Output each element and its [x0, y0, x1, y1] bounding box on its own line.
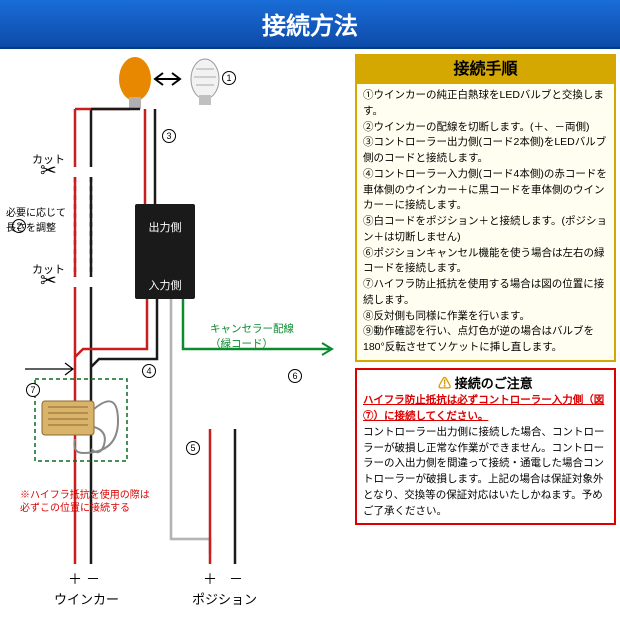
canceller-label: キャンセラー配線 （緑コード） [210, 321, 294, 351]
warning-body: コントローラー出力側に接続した場合、コントローラーが破損し正常な作業ができません… [363, 425, 608, 520]
step-5: ⑤白コードをポジション＋と接続します。(ポジション＋は切断しません) [363, 214, 608, 246]
num-6: 6 [288, 369, 302, 383]
controller-output-label: 出力側 [135, 219, 195, 235]
controller-box: 出力側 入力側 [135, 204, 195, 299]
instruction-box: 接続手順 ①ウインカーの純正白熱球をLEDバルブと交換します。 ②ウインカーの配… [355, 54, 616, 362]
resistor-note: ※ハイフラ抵抗を使用の際は 必ずこの位置に接続する [20, 489, 150, 515]
instruction-title: 接続手順 [357, 56, 614, 84]
page-title: 接続方法 [0, 0, 620, 49]
content-body: ✂ ✂ [0, 49, 620, 624]
instruction-panel: 接続手順 ①ウインカーの純正白熱球をLEDバルブと交換します。 ②ウインカーの配… [355, 49, 620, 624]
step-4: ④コントローラー入力側(コード4本側)の赤コードを車体側のウインカー＋に黒コード… [363, 167, 608, 214]
winker-plus: ＋ [68, 569, 82, 589]
step-7: ⑦ハイフラ防止抵抗を使用する場合は図の位置に接続します。 [363, 277, 608, 309]
warning-red: ハイフラ防止抵抗は必ずコントローラー入力側（図⑦）に接続してください。 [363, 393, 608, 425]
num-4: 4 [142, 364, 156, 378]
step-1: ①ウインカーの純正白熱球をLEDバルブと交換します。 [363, 88, 608, 120]
cut-label-2: カット [32, 261, 65, 277]
cut-label-1: カット [32, 151, 65, 167]
wiring-diagram: ✂ ✂ [0, 49, 355, 624]
step-2: ②ウインカーの配線を切断します。(＋、－両側) [363, 120, 608, 136]
num-1: 1 [222, 71, 236, 85]
position-label: ポジション [192, 589, 257, 608]
step-8: ⑧反対側も同様に作業を行います。 [363, 309, 608, 325]
diagram-svg: ✂ ✂ [0, 49, 355, 624]
winker-label: ウインカー [54, 589, 119, 608]
step-3: ③コントローラー出力側(コード2本側)をLEDバルブ側のコードと接続します。 [363, 135, 608, 167]
step-6: ⑥ポジションキャンセル機能を使う場合は左右の緑コードを接続します。 [363, 246, 608, 278]
step-9: ⑨動作確認を行い、点灯色が逆の場合はバルブを180°反転させてソケットに挿し直し… [363, 324, 608, 356]
pos-plus: ＋ [203, 569, 217, 589]
num-5: 5 [186, 441, 200, 455]
warning-box: 接続のご注意 ハイフラ防止抵抗は必ずコントローラー入力側（図⑦）に接続してくださ… [355, 368, 616, 526]
num-7: 7 [26, 383, 40, 397]
warning-title: 接続のご注意 [363, 374, 608, 394]
winker-minus: － [86, 569, 100, 589]
num-3: 3 [162, 129, 176, 143]
controller-input-label: 入力側 [135, 277, 195, 293]
pos-minus: － [229, 569, 243, 589]
adjust-label: 必要に応じて 長さを調整 [6, 204, 72, 234]
